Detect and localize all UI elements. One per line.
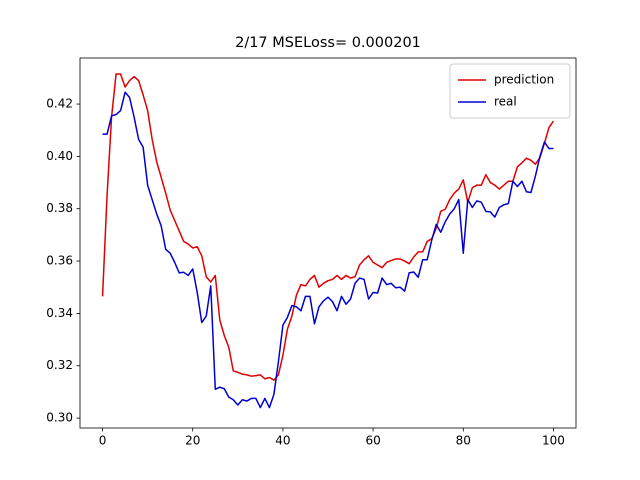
x-tick-label: 80 [456, 434, 471, 448]
y-tick-label: 0.38 [46, 201, 73, 215]
y-tick-label: 0.34 [46, 306, 73, 320]
legend-label: prediction [494, 73, 554, 87]
chart-title: 2/17 MSELoss= 0.000201 [235, 35, 421, 51]
y-tick-label: 0.30 [46, 411, 73, 425]
legend-label: real [494, 95, 517, 109]
y-tick-label: 0.32 [46, 358, 73, 372]
data-line [101, 73, 555, 381]
x-tick-label: 40 [275, 434, 290, 448]
data-line [102, 91, 554, 409]
y-tick-label: 0.40 [46, 149, 73, 163]
y-tick-label: 0.36 [46, 254, 73, 268]
legend-box [449, 63, 571, 119]
y-tick-label: 0.42 [46, 97, 73, 111]
plot-frame [79, 57, 577, 429]
x-tick-label: 60 [365, 434, 380, 448]
x-tick-label: 100 [542, 434, 565, 448]
x-tick-label: 0 [99, 434, 107, 448]
x-tick-label: 20 [185, 434, 200, 448]
